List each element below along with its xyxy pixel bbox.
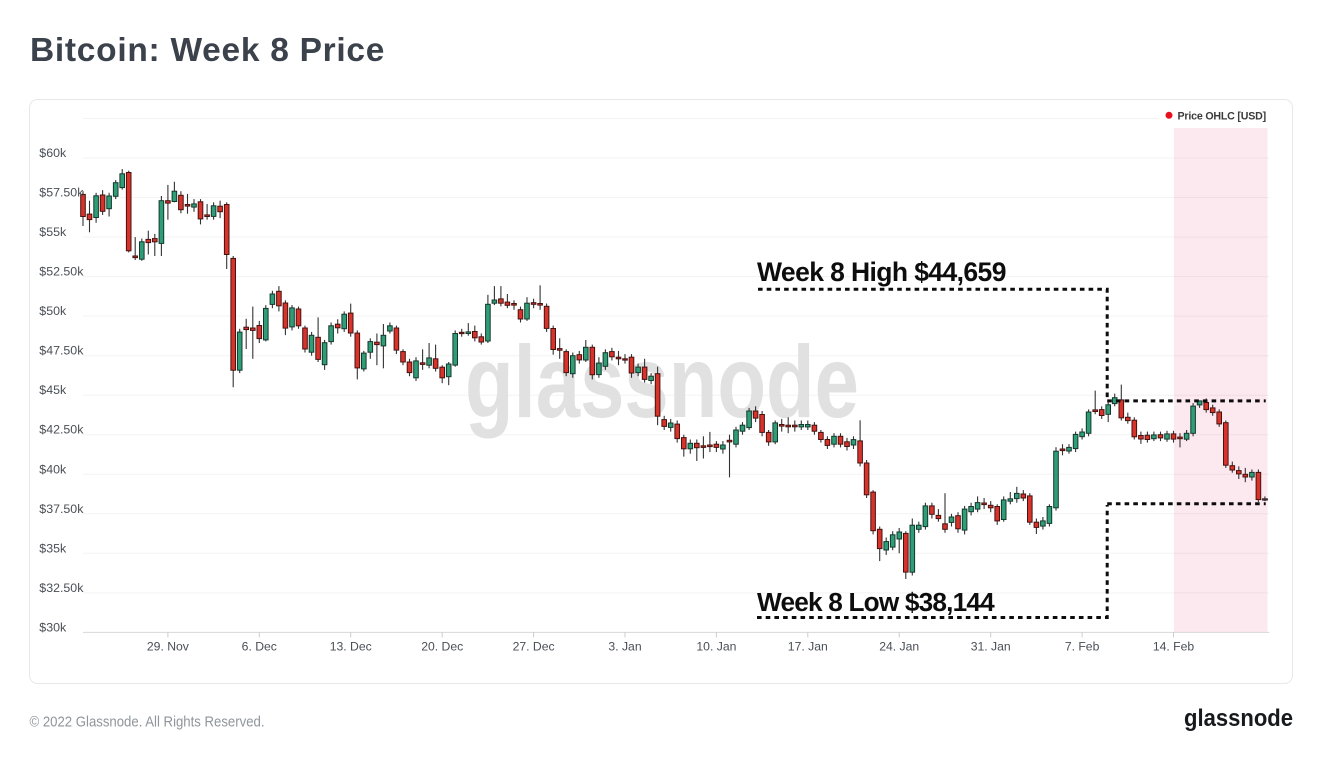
svg-text:$55k: $55k xyxy=(39,225,67,239)
svg-text:31. Jan: 31. Jan xyxy=(971,639,1011,653)
svg-text:10. Jan: 10. Jan xyxy=(696,639,736,653)
svg-text:© 2022 Glassnode. All Rights R: © 2022 Glassnode. All Rights Reserved. xyxy=(30,714,265,731)
svg-text:$35k: $35k xyxy=(39,541,67,555)
svg-text:$57.50k: $57.50k xyxy=(39,186,84,200)
svg-text:$40k: $40k xyxy=(39,462,67,476)
svg-text:$30k: $30k xyxy=(39,620,67,634)
svg-text:$37.50k: $37.50k xyxy=(39,502,84,516)
svg-text:24. Jan: 24. Jan xyxy=(879,639,919,653)
svg-text:Bitcoin: Week 8 Price: Bitcoin: Week 8 Price xyxy=(30,32,384,69)
svg-text:glassnode: glassnode xyxy=(1184,705,1293,732)
svg-text:13. Dec: 13. Dec xyxy=(330,639,372,653)
svg-text:29. Nov: 29. Nov xyxy=(147,639,190,653)
svg-text:$45k: $45k xyxy=(39,383,67,397)
svg-text:$47.50k: $47.50k xyxy=(39,344,84,358)
svg-text:7. Feb: 7. Feb xyxy=(1065,639,1100,653)
svg-text:Week 8 Low $38,144: Week 8 Low $38,144 xyxy=(757,587,995,617)
svg-text:$42.50k: $42.50k xyxy=(39,423,84,437)
svg-text:14. Feb: 14. Feb xyxy=(1153,639,1195,653)
svg-text:$32.50k: $32.50k xyxy=(39,581,84,595)
svg-text:3. Jan: 3. Jan xyxy=(608,639,641,653)
svg-text:Week 8 High $44,659: Week 8 High $44,659 xyxy=(757,257,1006,287)
svg-text:6. Dec: 6. Dec xyxy=(242,639,277,653)
svg-text:20. Dec: 20. Dec xyxy=(421,639,463,653)
svg-text:27. Dec: 27. Dec xyxy=(513,639,555,653)
svg-text:$52.50k: $52.50k xyxy=(39,265,84,279)
svg-text:17. Jan: 17. Jan xyxy=(788,639,828,653)
svg-text:Price OHLC [USD]: Price OHLC [USD] xyxy=(1178,110,1267,122)
svg-text:$50k: $50k xyxy=(39,304,67,318)
svg-text:$60k: $60k xyxy=(39,146,67,160)
